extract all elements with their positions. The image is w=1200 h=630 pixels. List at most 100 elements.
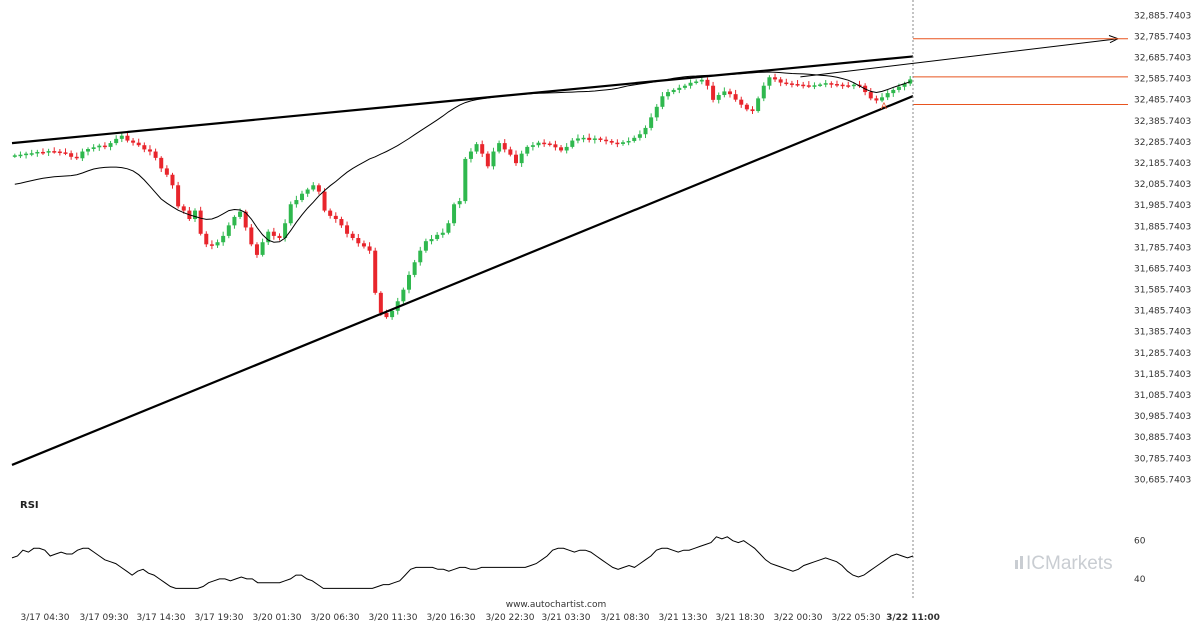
candle-body <box>457 201 462 205</box>
x-tick-label: 3/17 09:30 <box>79 613 128 623</box>
source-link[interactable]: www.autochartist.com <box>506 600 607 610</box>
moving-average-line <box>14 71 911 243</box>
x-tick-label: 3/17 14:30 <box>136 613 185 623</box>
candle-body <box>801 84 806 87</box>
x-tick-label: 3/20 11:30 <box>368 613 417 623</box>
candle-body <box>519 153 524 164</box>
candle-body <box>485 153 490 167</box>
candle-body <box>300 193 305 201</box>
candle-body <box>367 246 372 251</box>
candle-body <box>587 137 592 140</box>
candle-body <box>452 204 457 224</box>
candle-body <box>834 84 839 86</box>
candle-body <box>463 158 468 202</box>
candle-body <box>902 83 907 87</box>
candle-body <box>874 98 879 101</box>
candle-body <box>193 210 198 220</box>
candle-body <box>846 85 851 87</box>
candle-body <box>491 151 496 167</box>
candle-body <box>784 82 789 85</box>
candle-body <box>131 140 136 143</box>
candle-body <box>649 117 654 128</box>
candle-body <box>530 145 535 147</box>
x-tick-label: 3/22 00:30 <box>773 613 822 623</box>
candle-body <box>598 138 603 140</box>
y-tick-label: 31,285.7403 <box>1134 349 1191 359</box>
candle-body <box>345 225 350 234</box>
candle-body <box>699 79 704 82</box>
x-tick-label: 3/20 22:30 <box>485 613 534 623</box>
candle-body <box>581 137 586 140</box>
candle-body <box>654 106 659 118</box>
logo-bar-icon <box>1020 556 1023 569</box>
x-tick-label: 3/17 04:30 <box>20 613 69 623</box>
candle-body <box>643 127 648 135</box>
candle-body <box>767 77 772 86</box>
y-tick-label: 32,885.7403 <box>1134 11 1191 21</box>
candle-body <box>429 239 434 242</box>
candle-body <box>238 211 243 217</box>
candle-body <box>795 84 800 86</box>
candle-body <box>69 153 74 157</box>
candle-body <box>727 91 732 95</box>
candle-body <box>170 174 175 186</box>
y-tick-label: 31,085.7403 <box>1134 391 1191 401</box>
candle-body <box>153 151 158 158</box>
candle-body <box>209 244 214 246</box>
candle-body <box>716 95 721 100</box>
candle-body <box>536 142 541 146</box>
candle-body <box>705 79 710 86</box>
x-tick-label: 3/21 08:30 <box>600 613 649 623</box>
candle-body <box>91 147 96 150</box>
candle-body <box>592 138 597 140</box>
candle-body <box>564 146 569 151</box>
candle-body <box>339 219 344 226</box>
candle-body <box>908 79 913 84</box>
trendlines <box>11 35 1119 466</box>
candle-body <box>159 157 164 169</box>
arrow-head-icon <box>1108 35 1119 44</box>
candle-body <box>750 109 755 112</box>
candle-body <box>575 138 580 141</box>
candle-body <box>474 144 479 152</box>
candle-body <box>688 82 693 86</box>
candle-body <box>226 225 231 236</box>
candle-body <box>294 200 299 205</box>
support-trendline <box>11 95 914 466</box>
candle-body <box>508 149 513 155</box>
y-tick-label: 30,685.7403 <box>1134 475 1191 485</box>
projection-arrow <box>800 38 1119 78</box>
moving-average <box>14 71 911 243</box>
y-tick-label: 31,585.7403 <box>1134 286 1191 296</box>
candle-body <box>615 142 620 145</box>
candle-body <box>570 140 575 147</box>
candle-body <box>840 84 845 87</box>
candle-body <box>333 215 338 220</box>
x-tick-label: 3/22 05:30 <box>831 613 880 623</box>
price-levels <box>912 0 1128 600</box>
candle-body <box>818 84 823 86</box>
candle-body <box>620 142 625 144</box>
candle-body <box>102 145 107 148</box>
x-tick-label: 3/21 13:30 <box>658 613 707 623</box>
candle-body <box>829 83 834 85</box>
y-tick-label: 32,285.7403 <box>1134 138 1191 148</box>
time-x-axis: 3/17 04:30 3/17 09:30 3/17 14:30 3/17 19:30… <box>20 613 939 623</box>
candle-body <box>711 85 716 100</box>
candle-body <box>756 98 761 112</box>
candle-body <box>896 86 901 90</box>
point-a-label: A <box>881 102 888 112</box>
candle-body <box>435 234 440 240</box>
candle-body <box>378 292 383 313</box>
candle-body <box>851 84 856 87</box>
candle-body <box>666 92 671 97</box>
y-tick-label: 31,685.7403 <box>1134 264 1191 274</box>
candle-body <box>125 135 130 141</box>
candle-body <box>626 140 631 143</box>
candlesticks <box>12 73 913 320</box>
candle-body <box>885 93 890 98</box>
y-tick-label: 30,985.7403 <box>1134 412 1191 422</box>
candle-body <box>789 83 794 85</box>
candle-body <box>198 210 203 234</box>
candle-body <box>513 154 518 164</box>
